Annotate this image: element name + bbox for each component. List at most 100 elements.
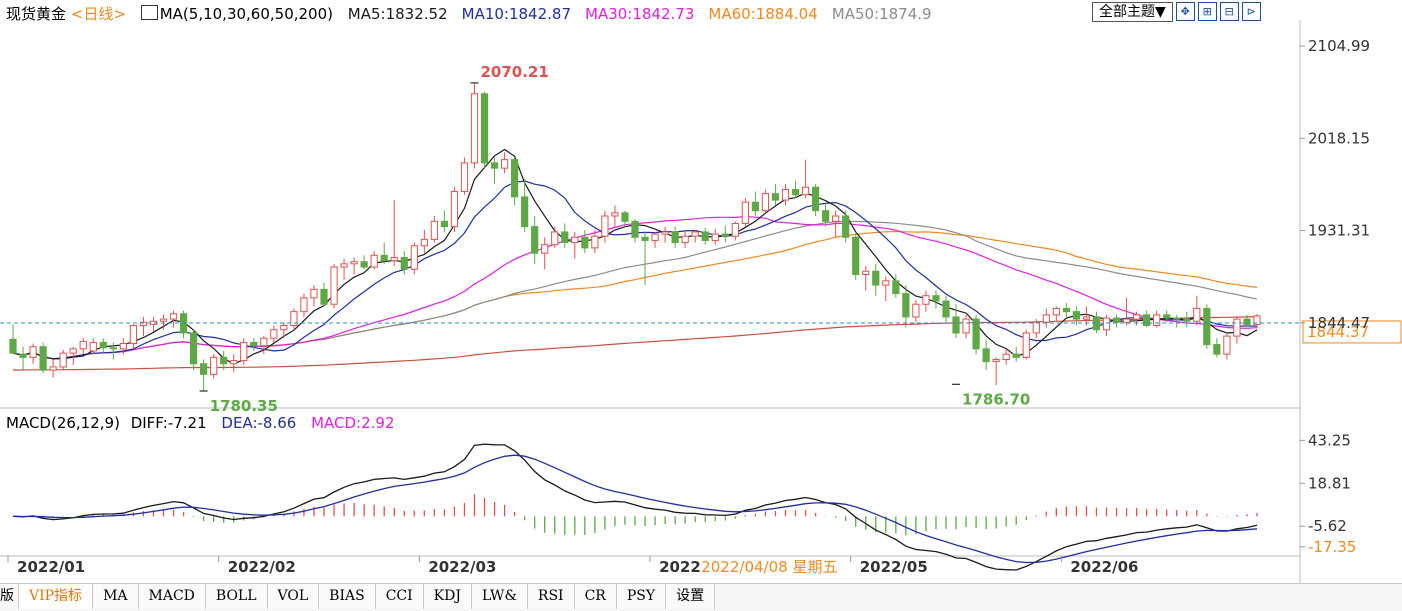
- tab-1[interactable]: VIP指标: [19, 584, 94, 609]
- candle: [932, 295, 940, 302]
- candle: [1042, 314, 1050, 323]
- candle: [1163, 314, 1171, 319]
- candle: [340, 263, 348, 268]
- tab-10[interactable]: RSI: [527, 584, 575, 609]
- candle: [942, 300, 950, 318]
- macd-tick-label-2: -5.62: [1308, 517, 1347, 535]
- annotation-label-1: 1780.35: [210, 397, 278, 415]
- tab-6[interactable]: BIAS: [319, 584, 376, 609]
- tab-13[interactable]: 设置: [666, 584, 716, 609]
- candle: [360, 261, 368, 268]
- candle: [89, 341, 97, 352]
- candle: [480, 93, 489, 164]
- tab-9[interactable]: LW&: [471, 584, 528, 609]
- candle: [661, 231, 669, 235]
- candle: [561, 231, 569, 244]
- price-tick-label-2: 1931.31: [1308, 222, 1370, 240]
- candle: [300, 297, 308, 313]
- candle: [490, 162, 499, 169]
- indicator-tabs: 版 VIP指标 MA MACD BOLL VOL BIAS CCI KDJ LW& RSI CR PSY…: [0, 583, 1402, 611]
- ma-value-1: MA10:1842.87: [461, 5, 571, 23]
- candle: [1102, 317, 1111, 331]
- ma-indicator-icon[interactable]: [140, 5, 158, 20]
- candle: [1112, 317, 1121, 323]
- layout-a-icon[interactable]: ⊞: [1197, 2, 1217, 21]
- candle: [1183, 318, 1191, 322]
- candle: [551, 231, 559, 246]
- candle: [571, 236, 579, 244]
- tab-5[interactable]: VOL: [267, 584, 320, 609]
- candle: [79, 340, 87, 350]
- candle: [862, 270, 870, 275]
- candle: [521, 196, 529, 228]
- tab-11[interactable]: CR: [574, 584, 617, 609]
- time-label-5: 2022/06: [1070, 558, 1138, 576]
- candle: [681, 235, 689, 244]
- annotation-label-2: 1786.70: [962, 390, 1030, 408]
- candle: [832, 215, 840, 222]
- annotation-label-0: 2070.21: [480, 63, 548, 81]
- time-label-2: 2022/03: [428, 558, 496, 576]
- candle: [511, 159, 519, 198]
- candle: [581, 236, 589, 249]
- candle: [200, 363, 208, 375]
- candle: [721, 233, 729, 237]
- candle: [390, 256, 398, 262]
- candle: [19, 353, 27, 358]
- candle: [912, 303, 920, 318]
- tab-3[interactable]: MACD: [138, 584, 206, 609]
- candle: [711, 233, 719, 241]
- candle: [621, 212, 629, 222]
- candle: [280, 324, 288, 331]
- candle: [611, 212, 619, 217]
- candle: [671, 231, 679, 244]
- candle: [761, 193, 770, 212]
- macd-value: MACD:2.92: [311, 414, 395, 432]
- candle: [240, 341, 248, 362]
- candle: [1052, 307, 1060, 316]
- candle: [290, 311, 298, 326]
- candle: [1032, 321, 1040, 334]
- macd-tick-label-3: -17.35: [1308, 538, 1356, 556]
- candle: [641, 236, 649, 241]
- candle: [29, 346, 37, 358]
- candle: [230, 360, 238, 365]
- candle: [109, 347, 117, 350]
- candle: [440, 220, 449, 228]
- candle: [691, 231, 699, 237]
- price-tick-label-1: 2018.15: [1308, 129, 1370, 147]
- tab-12[interactable]: PSY: [616, 584, 667, 609]
- tab-4[interactable]: BOLL: [205, 584, 268, 609]
- candle: [69, 348, 77, 354]
- candle: [39, 346, 47, 371]
- chart-canvas[interactable]: 1844.37 2070.21 1780.35 1786.70 2104.99 2018.…: [0, 0, 1402, 583]
- candle: [1253, 315, 1261, 325]
- layout-c-icon[interactable]: ⊳: [1241, 2, 1261, 21]
- candle: [1213, 344, 1221, 355]
- tab-7[interactable]: CCI: [375, 584, 424, 609]
- tab-2[interactable]: MA: [93, 584, 139, 609]
- candle: [430, 220, 438, 240]
- candle: [541, 244, 549, 254]
- candle: [1062, 307, 1070, 313]
- tab-8[interactable]: KDJ: [423, 584, 472, 609]
- expand-icon[interactable]: ✥: [1175, 2, 1195, 21]
- macd-tick-label-1: 18.81: [1308, 474, 1351, 492]
- candle: [500, 159, 509, 169]
- time-label-4: 2022/05: [860, 558, 928, 576]
- candle: [1022, 332, 1030, 358]
- candle: [922, 295, 930, 305]
- candle: [842, 215, 850, 238]
- diff-line: [12, 443, 1258, 571]
- candle: [872, 270, 880, 286]
- period-label[interactable]: <日线>: [70, 5, 126, 23]
- candle: [1243, 318, 1251, 325]
- candle: [49, 366, 57, 371]
- tab-0[interactable]: 版: [0, 584, 19, 609]
- cursor-date-label: 2022/04/08 星期五: [701, 558, 837, 576]
- candle: [400, 256, 408, 270]
- candle: [220, 356, 228, 365]
- candle: [1153, 314, 1161, 326]
- theme-select-button[interactable]: 全部主题▼: [1092, 2, 1173, 22]
- layout-b-icon[interactable]: ⊟: [1219, 2, 1239, 21]
